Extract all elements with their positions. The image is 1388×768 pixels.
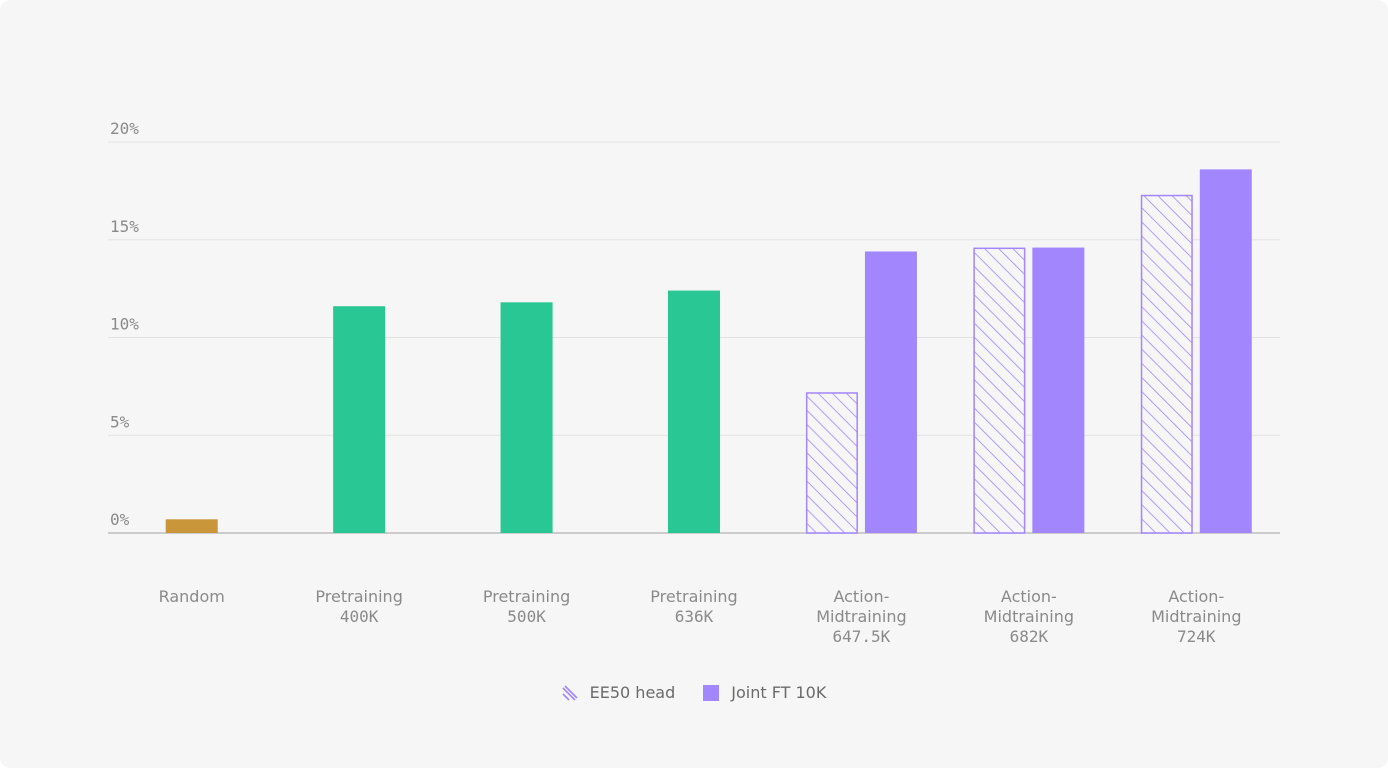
x-category-label: Pretraining 636K — [650, 587, 737, 626]
x-category-label-line: Midtraining — [1151, 607, 1241, 626]
bar-bar[interactable] — [333, 306, 386, 533]
legend-item-ee50-head[interactable]: EE50 head — [562, 683, 676, 702]
x-category-label-line: Midtraining — [984, 607, 1074, 626]
legend-label: Joint FT 10K — [731, 683, 827, 702]
x-category-label-line: Pretraining — [650, 587, 737, 606]
x-category-label-line: Action- — [1168, 587, 1224, 606]
x-category-label: Pretraining 500K — [483, 587, 570, 626]
bar-ee50-head[interactable] — [1140, 194, 1193, 534]
labels-layer: 0%5%10%15%20%Random Pretraining 400KPretra… — [110, 119, 1241, 646]
bar-bar[interactable] — [668, 290, 720, 533]
y-tick-label: 5% — [110, 412, 130, 431]
bars-layer — [165, 169, 1252, 534]
bar-joint-ft-10k[interactable] — [1032, 247, 1085, 533]
y-tick-label: 10% — [110, 315, 139, 334]
x-category-label-line: 682K — [1010, 627, 1049, 646]
x-category-label-line: 647.5K — [833, 627, 891, 646]
x-category-label-line: Midtraining — [816, 607, 906, 626]
bar-bar[interactable] — [165, 519, 218, 533]
x-category-label: Action-Midtraining 682K — [984, 587, 1074, 646]
solid-swatch-icon — [703, 684, 720, 701]
x-category-label-line: Action- — [1001, 587, 1057, 606]
bar-joint-ft-10k[interactable] — [1199, 169, 1252, 533]
bar-bar[interactable] — [500, 302, 553, 533]
legend: EE50 head Joint FT 10K — [0, 683, 1388, 702]
hatch-swatch-icon — [562, 684, 578, 701]
x-category-label-line: 724K — [1177, 627, 1216, 646]
x-category-label-line: 400K — [340, 607, 379, 626]
x-category-label-line: 500K — [507, 607, 546, 626]
bar-ee50-head[interactable] — [805, 392, 858, 534]
x-category-label-line: Pretraining — [483, 587, 570, 606]
legend-label: EE50 head — [589, 683, 676, 702]
x-category-label-line: Action- — [833, 587, 889, 606]
y-tick-label: 20% — [110, 119, 139, 138]
x-category-label: Action-Midtraining 647.5K — [816, 587, 906, 646]
legend-item-joint-ft[interactable]: Joint FT 10K — [703, 683, 826, 702]
x-category-label: Pretraining 400K — [315, 587, 402, 626]
y-tick-label: 15% — [110, 217, 139, 236]
x-category-label-line: 636K — [675, 607, 714, 626]
x-category-label: Action-Midtraining 724K — [1151, 587, 1241, 646]
x-category-label: Random — [159, 587, 225, 606]
y-tick-label: 0% — [110, 510, 130, 529]
x-category-label-line: Random — [159, 587, 225, 606]
bar-ee50-head[interactable] — [973, 247, 1026, 534]
bar-joint-ft-10k[interactable] — [864, 251, 917, 534]
x-category-label-line: Pretraining — [315, 587, 402, 606]
